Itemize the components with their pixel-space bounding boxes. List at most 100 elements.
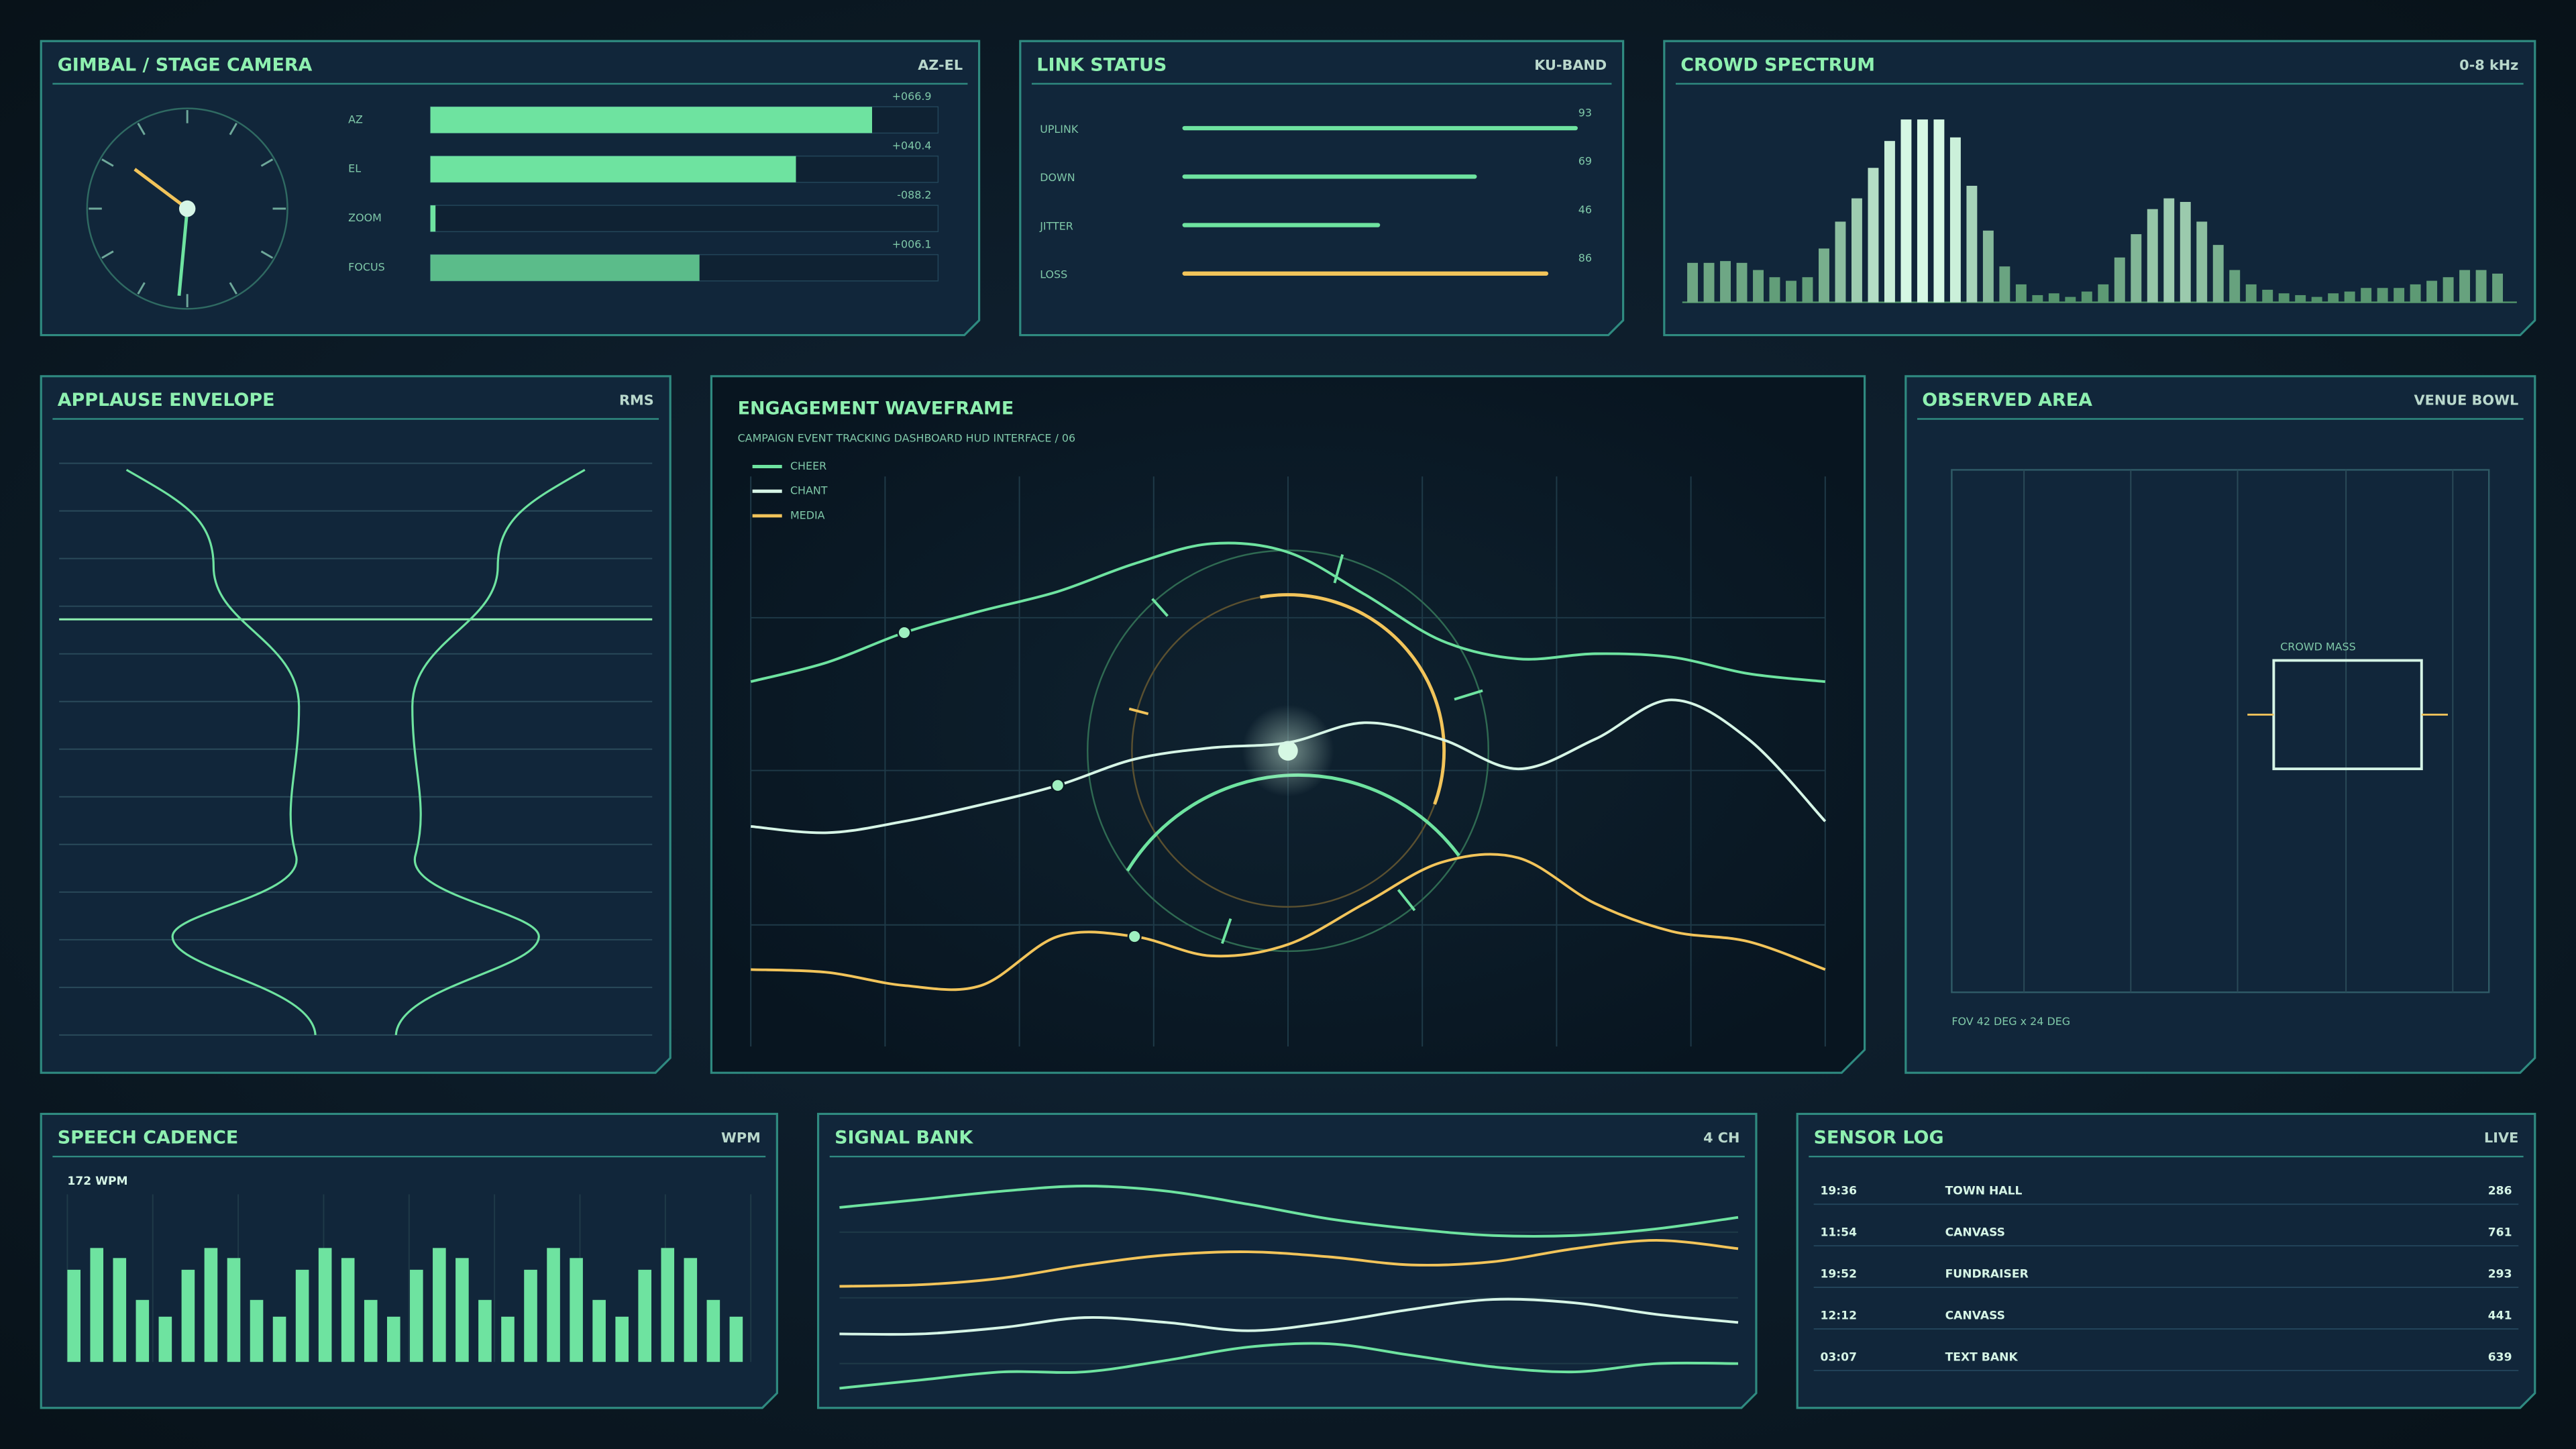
dial-hand (177, 208, 189, 297)
panel-tag: WPM (721, 1130, 761, 1146)
panel-title: LINK STATUS (1036, 54, 1167, 75)
panel-tag: LIVE (2484, 1130, 2518, 1146)
spectrum-bar (1884, 141, 1895, 303)
panel-frame (1019, 40, 1625, 337)
focus-dot (1278, 741, 1298, 761)
spectrum-bar (2032, 294, 2043, 303)
cadence-bar (661, 1248, 675, 1362)
spectrum-bar (1703, 262, 1715, 303)
spectrum-bar (1982, 230, 1994, 303)
reticle (1087, 549, 1489, 953)
log-time: 19:52 (1820, 1267, 1857, 1281)
cadence-bar (67, 1269, 80, 1362)
log-time: 19:36 (1820, 1185, 1857, 1198)
target-label: CROWD MASS (2280, 640, 2356, 653)
panel-frame (1904, 375, 2536, 1074)
panel-frame (1663, 40, 2536, 337)
panel-title: SPEECH CADENCE (58, 1128, 239, 1148)
log-value: 293 (2488, 1267, 2512, 1281)
fov-label: FOV 42 DEG x 24 DEG (1951, 1015, 2070, 1028)
spectrum-bar (2131, 234, 2142, 303)
cadence-bar (570, 1258, 583, 1362)
dial-hub (178, 200, 196, 217)
dial-tick (229, 123, 237, 136)
log-value: 761 (2488, 1226, 2512, 1239)
link-value: 69 (1578, 155, 1592, 168)
spectrum-bar (2443, 277, 2454, 303)
cadence-bar (478, 1299, 492, 1362)
spectrum-bar (2295, 294, 2306, 303)
log-event: CANVASS (1945, 1226, 2005, 1239)
spectrum-bar (2229, 270, 2241, 303)
spectrum-bar (2311, 297, 2322, 303)
panel-tag: RMS (619, 392, 654, 409)
link-label: DOWN (1040, 171, 1075, 184)
readout: +040.4 (892, 139, 932, 152)
link-value: 86 (1578, 252, 1592, 264)
spectrum-bar (2015, 284, 2027, 303)
log-event: TOWN HALL (1945, 1185, 2023, 1198)
spectrum-bar (1868, 168, 1879, 303)
axis-label: ZOOM (348, 211, 382, 224)
spectrum-bar (2344, 291, 2355, 303)
reticle-tick (1220, 918, 1232, 945)
panel-frame (40, 40, 981, 337)
panel-title: SENSOR LOG (1814, 1128, 1944, 1148)
envelope-curve (125, 469, 317, 1035)
spectrum-bar (1720, 261, 1731, 303)
spectrum-bar (2196, 221, 2208, 303)
dial-tick (101, 158, 114, 167)
spectrum-bar (2048, 293, 2059, 303)
spectrum-bar (2492, 273, 2504, 303)
series-line (839, 1342, 1739, 1390)
panel-tag: AZ-EL (918, 57, 963, 73)
log-time: 11:54 (1820, 1226, 1857, 1239)
cadence-bar (547, 1248, 560, 1362)
series-marker (897, 625, 912, 640)
cadence-bar (227, 1258, 241, 1362)
log-event: FUNDRAISER (1945, 1267, 2029, 1281)
cadence-bar (433, 1248, 446, 1362)
cadence-bar (729, 1316, 743, 1362)
level-track (429, 205, 939, 233)
reticle-arc (1260, 593, 1446, 805)
cadence-bar (638, 1269, 652, 1362)
cadence-bar (136, 1299, 150, 1362)
dial-tick (137, 282, 146, 295)
panel-title: OBSERVED AREA (1922, 390, 2092, 411)
cadence-bar (706, 1299, 720, 1362)
spectrum-bar (2114, 257, 2125, 303)
link-value: 93 (1578, 106, 1592, 119)
cadence-bar (90, 1248, 104, 1362)
cadence-bar (341, 1258, 355, 1362)
spectrum-bar (2163, 198, 2175, 303)
series-line (751, 853, 1826, 991)
spectrum-bar (2278, 293, 2290, 303)
cadence-bar (410, 1269, 423, 1362)
panel-title: SIGNAL BANK (835, 1128, 973, 1148)
cadence-bar (113, 1258, 127, 1362)
spectrum-bar (2475, 270, 2487, 303)
readout: +066.9 (892, 90, 932, 103)
cadence-bar (250, 1299, 264, 1362)
legend-label: MEDIA (790, 508, 825, 521)
log-time: 12:12 (1820, 1309, 1857, 1322)
spectrum-bar (1736, 262, 1748, 303)
spectrum-bar (2081, 291, 2092, 303)
spectrum-bar (2147, 209, 2158, 303)
dial-hand (133, 168, 189, 210)
cadence-bar (272, 1316, 286, 1362)
cadence-bar (592, 1299, 606, 1362)
cadence-bar (181, 1269, 195, 1362)
panel-title: APPLAUSE ENVELOPE (58, 390, 275, 411)
cadence-bar (501, 1316, 515, 1362)
link-label: JITTER (1039, 219, 1073, 232)
spectrum-bar (1999, 266, 2010, 303)
spectrum-bar (2262, 289, 2273, 303)
dial (86, 107, 288, 310)
panel-frame (40, 375, 672, 1074)
spectrum-bar (1802, 277, 1813, 303)
spectrum-bar (1819, 248, 1829, 303)
cadence-bar (204, 1248, 218, 1362)
panel-title: GIMBAL / STAGE CAMERA (58, 54, 313, 75)
